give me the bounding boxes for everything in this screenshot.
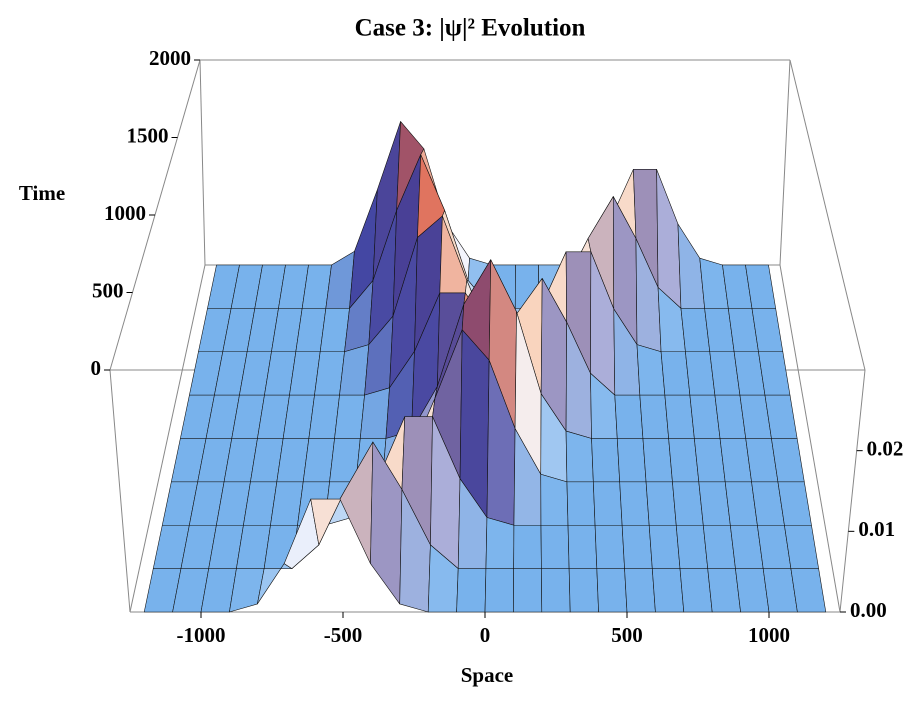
surface-cell (669, 439, 699, 482)
surface-cell (569, 569, 598, 612)
surface-cell (699, 482, 731, 525)
surface-cell (672, 482, 703, 525)
box-edge (200, 60, 205, 265)
surface-cell (485, 569, 514, 612)
box-edge (790, 60, 865, 370)
surface-cell (643, 439, 672, 482)
surface-cell (652, 569, 684, 612)
y-tick-label: 1500 (127, 123, 169, 147)
surface-cell (541, 474, 568, 525)
surface-cell (567, 482, 595, 525)
surface-cell (617, 439, 646, 482)
surface-cell (708, 569, 741, 612)
chart-title: Case 3: |ψ|² Evolution (355, 15, 586, 42)
x-tick-label: 500 (611, 623, 643, 647)
surface-cell (661, 352, 690, 395)
surface-cell (615, 395, 643, 438)
surface-cell (593, 482, 622, 525)
surface-cell (637, 345, 665, 396)
surface-cell (640, 395, 669, 438)
surface-cell (665, 395, 694, 438)
surface-cell (791, 569, 826, 612)
surface-cell (622, 525, 652, 568)
surface-cell (541, 525, 569, 568)
surface-cell (595, 525, 624, 568)
surface-cell (680, 569, 712, 612)
surface-cell (514, 525, 542, 568)
x-axis-label: Space (461, 663, 514, 687)
x-tick-label: -1000 (177, 623, 226, 647)
surface-cell (457, 569, 486, 612)
y-tick-label: 0 (91, 356, 102, 380)
y-axis-label: Time (19, 181, 65, 205)
surface-cell (566, 431, 593, 482)
surface-cell (513, 569, 541, 612)
surface-cell (335, 395, 365, 438)
surface-cell (657, 169, 681, 308)
surface-cell (309, 395, 340, 438)
surface-cell (303, 439, 334, 482)
box-edge (840, 370, 865, 612)
x-tick-label: 0 (480, 623, 491, 647)
box-edge (110, 370, 130, 612)
surface-cell (620, 482, 649, 525)
z-tick-label: 0.02 (867, 436, 904, 460)
surface-cell (676, 525, 708, 568)
surface-cell (703, 525, 735, 568)
x-tick-label: -500 (324, 623, 363, 647)
box-edge (780, 60, 790, 265)
surface-cell (486, 517, 514, 568)
x-tick-label: 1000 (748, 623, 790, 647)
surface-cell (646, 482, 676, 525)
z-tick-label: 0.01 (858, 517, 895, 541)
surface-cell (625, 569, 656, 612)
surface-cell (568, 525, 597, 568)
chart: Case 3: |ψ|² Evolution Space Time -1000 -… (0, 0, 923, 704)
surface-cell (597, 569, 627, 612)
surface-cell (541, 569, 570, 612)
surface-cell (649, 525, 680, 568)
surface-cell (360, 388, 389, 439)
y-tick-label: 1000 (104, 201, 146, 225)
y-tick-label: 500 (92, 278, 124, 302)
y-tick-label: 2000 (149, 46, 191, 70)
surface-cell (592, 439, 620, 482)
z-tick-label: 0.00 (850, 598, 887, 622)
